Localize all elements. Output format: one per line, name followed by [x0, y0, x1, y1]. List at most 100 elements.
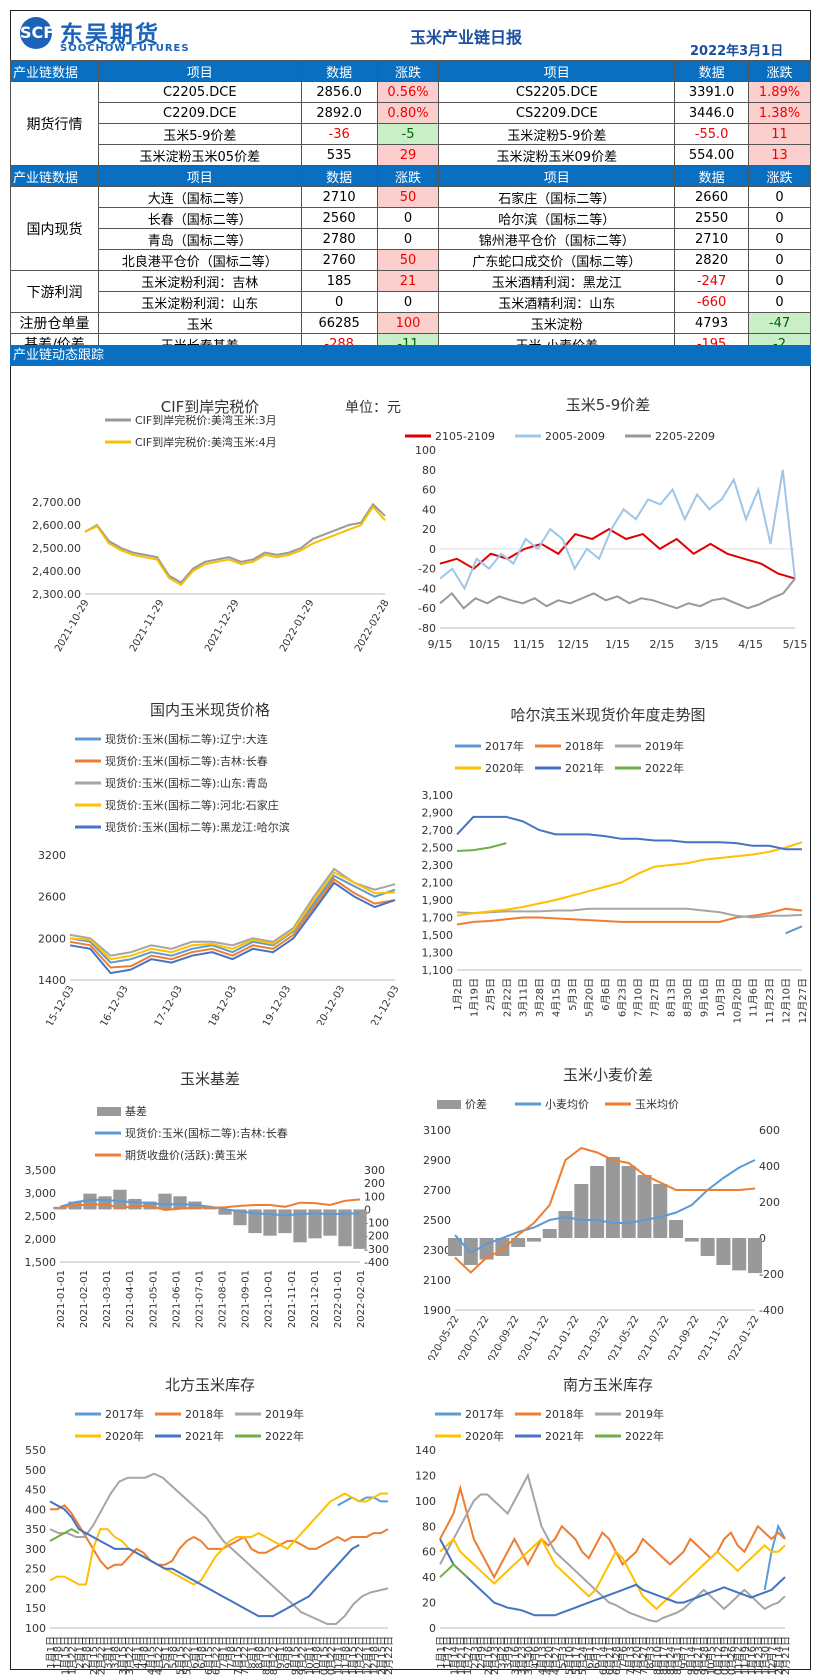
- harbin-x-tick: 11月23日: [764, 978, 776, 1023]
- change-left: 0.80%: [376, 102, 440, 124]
- north-stock-x-tick: 6月22日: [210, 1636, 222, 1675]
- harbin-x-tick: 1月2日: [452, 978, 464, 1011]
- value-right: 3391.0: [674, 81, 750, 103]
- basis-chart-series-期货: [59, 1198, 361, 1212]
- north-stock-x-tick: 3月15日: [117, 1636, 129, 1675]
- column-header-value: 数据: [674, 60, 750, 82]
- spot-price-legend-label: 现货价:玉米(国标二等):辽宁:大连: [105, 732, 268, 746]
- cif-y-tick: 2,700.00: [32, 496, 81, 509]
- wheat-spread-bar: [526, 1238, 541, 1242]
- harbin-x-tick: 7月27日: [649, 978, 661, 1017]
- item-name-right: 玉米酒精利润：山东: [438, 291, 676, 313]
- south-stock-x-tick: 4月13日: [536, 1636, 548, 1675]
- south-stock-x-tick: 5月3日: [557, 1636, 569, 1669]
- basis-chart-legend-swatch: [97, 1107, 121, 1116]
- table-row: 玉米淀粉利润：山东 0 0 玉米酒精利润：山东 -660 0: [11, 291, 811, 313]
- basis-chart-bar: [53, 1206, 67, 1210]
- north-stock-x-tick: 3月8日: [110, 1636, 122, 1669]
- basis-chart-bar: [248, 1209, 262, 1234]
- item-name-left: 长春（国标二等）: [97, 207, 302, 229]
- south-stock-legend-label: 2019年: [625, 1407, 664, 1421]
- spot-price-y-tick: 1400: [38, 974, 66, 987]
- wheat-spread-legend-label: 价差: [465, 1097, 487, 1111]
- item-name-left: 青岛（国标二等）: [97, 228, 302, 250]
- basis-chart-y-tick: 2,000: [25, 1233, 57, 1246]
- report-header: SCF 东吴期货 SOOCHOW FUTURES 玉米产业链日报 2022年3月…: [10, 10, 811, 60]
- spread59-x-tick: 10/15: [469, 638, 501, 651]
- north-stock-y-tick: 300: [25, 1543, 46, 1556]
- basis-chart-bar: [98, 1196, 112, 1210]
- spread59-series-2005-2009: [439, 469, 796, 591]
- industry-data-table: 产业链数据 项目 数据 涨跌 项目 数据 涨跌 期货行情 C2205.DCE 2856.0 0.56…: [10, 60, 811, 355]
- south-stock-x-tick: 5月10日: [564, 1636, 576, 1675]
- basis-chart-bar: [233, 1209, 247, 1226]
- north-stock-x-tick: 2月22日: [95, 1636, 107, 1675]
- basis-chart-y2-tick: 0: [364, 1203, 371, 1216]
- north-stock-series-2019年: [49, 1472, 389, 1625]
- harbin-x-tick: 6月6日: [600, 978, 612, 1011]
- table-row: 玉米淀粉玉米05价差 535 29 玉米淀粉玉米09价差 554.00 13: [11, 144, 811, 166]
- wheat-spread-bar: [558, 1211, 573, 1238]
- wheat-spread-series-玉米均价: [454, 1146, 756, 1274]
- south-stock-x-tick: 3月23日: [516, 1636, 528, 1675]
- basis-chart-x-tick: 2021-12-01: [310, 1270, 321, 1328]
- spread59-legend-label: 2105-2109: [435, 430, 495, 443]
- north-stock-x-tick: 8月1日: [246, 1636, 258, 1669]
- column-header-change: 涨跌: [376, 60, 440, 82]
- south-stock-x-tick: 2月9日: [476, 1636, 488, 1669]
- north-stock-x-tick: 6月1日: [189, 1636, 201, 1669]
- change-right: 0: [748, 228, 811, 250]
- basis-chart-bar: [308, 1209, 322, 1239]
- harbin-x-tick: 5月20日: [583, 978, 595, 1017]
- change-left: 29: [376, 144, 440, 166]
- cif-y-tick: 2,300.00: [32, 588, 81, 601]
- south-stock-x-tick: 1月27日: [462, 1636, 474, 1675]
- harbin-x-tick: 7月10日: [633, 978, 645, 1017]
- wheat-spread-y-tick: 2500: [423, 1214, 451, 1227]
- harbin-x-tick: 1月19日: [468, 978, 480, 1017]
- harbin-y-tick: 1,900: [422, 894, 454, 907]
- north-stock-x-tick: 7月1日: [218, 1636, 230, 1669]
- cif-x-tick: 2022-01-29: [278, 598, 317, 654]
- south-stock-x-tick: 1月14日: [449, 1636, 461, 1675]
- wheat-spread-bar: [653, 1184, 668, 1238]
- change-right: 13: [748, 144, 811, 166]
- spot-price-x-tick: 2018-12-03: [201, 984, 240, 1025]
- north-stock-x-tick: 12月8日: [369, 1636, 381, 1675]
- spot-price-series-长春: [69, 877, 396, 969]
- item-name-right: 广东蛇口成交价（国标二等）: [438, 249, 676, 271]
- harbin-x-tick: 3月11日: [518, 978, 530, 1017]
- change-right: 1.38%: [748, 102, 811, 124]
- south-stock-x-tick: 1月7日: [442, 1636, 454, 1669]
- harbin-x-tick: 4月15日: [551, 978, 563, 1017]
- north-stock-series-2018年: [50, 1504, 389, 1570]
- wheat-spread-legend-label: 小麦均价: [545, 1098, 589, 1111]
- value-right: -247: [674, 270, 750, 292]
- wheat-spread-legend-label: 玉米均价: [635, 1098, 679, 1111]
- north-stock-x-tick: 5月8日: [167, 1636, 179, 1669]
- north-stock-x-tick: 4月15日: [146, 1636, 158, 1675]
- column-header-value: 数据: [300, 60, 378, 82]
- south-stock-series-2019年: [439, 1472, 786, 1623]
- basis-chart-y-tick: 3,500: [25, 1164, 57, 1177]
- harbin-chart: 哈尔滨玉米现货价年度走势图 2017年 2018年 2019年 2020年 2021年 20…: [422, 706, 810, 1023]
- north-stock-x-tick: 5月15日: [174, 1636, 186, 1675]
- table-row: C2209.DCE 2892.0 0.80% CS2209.DCE 3446.0 1.38…: [11, 102, 811, 124]
- value-left: 2780: [300, 228, 378, 250]
- wheat-spread-bar: [511, 1238, 526, 1247]
- south-stock-x-tick: 10月19日: [719, 1636, 731, 1675]
- spot-price-series-大连: [69, 874, 396, 964]
- change-right: 0: [748, 186, 811, 208]
- north-stock-y-tick: 500: [25, 1464, 46, 1477]
- column-header-value: 数据: [674, 165, 750, 187]
- harbin-series-2020年: [456, 841, 803, 917]
- item-name-left: 北良港平仓价（国标二等）: [97, 249, 302, 271]
- item-name-left: 玉米淀粉利润：吉林: [97, 270, 302, 292]
- value-left: 2560: [300, 207, 378, 229]
- wheat-spread-y-tick: 2300: [423, 1244, 451, 1257]
- south-stock-series-2017年: [763, 1523, 786, 1591]
- basis-chart-x-tick: 2021-09-01: [241, 1270, 252, 1328]
- basis-chart-y2-tick: 100: [364, 1190, 385, 1203]
- harbin-x-tick: 10月20日: [731, 978, 743, 1023]
- table-header-row: 产业链数据 项目 数据 涨跌 项目 数据 涨跌: [10, 165, 811, 187]
